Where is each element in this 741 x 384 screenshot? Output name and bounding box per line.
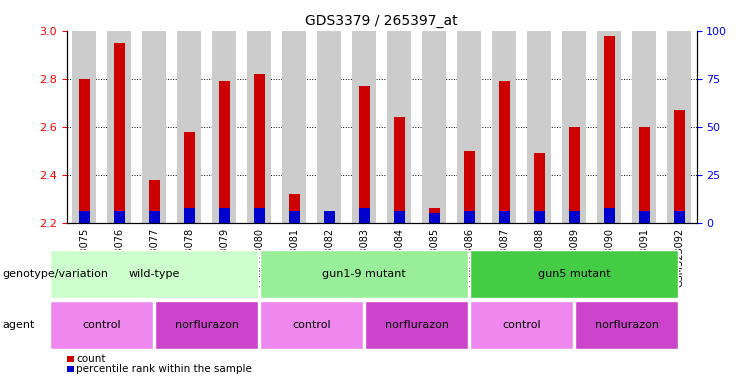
- Bar: [393, 211, 405, 223]
- Bar: [324, 218, 335, 223]
- Bar: [639, 127, 650, 223]
- Bar: [457, 31, 482, 223]
- Bar: [604, 36, 614, 223]
- Bar: [527, 31, 551, 223]
- Bar: [632, 31, 657, 223]
- Bar: [499, 81, 510, 223]
- Bar: [534, 153, 545, 223]
- Title: GDS3379 / 265397_at: GDS3379 / 265397_at: [305, 14, 458, 28]
- Bar: [79, 211, 90, 223]
- Bar: [219, 209, 230, 223]
- Text: genotype/variation: genotype/variation: [2, 268, 108, 279]
- Bar: [464, 211, 474, 223]
- Bar: [149, 180, 159, 223]
- Bar: [184, 209, 195, 223]
- Bar: [492, 31, 516, 223]
- Bar: [597, 31, 621, 223]
- Text: percentile rank within the sample: percentile rank within the sample: [76, 364, 252, 374]
- Bar: [534, 211, 545, 223]
- Bar: [219, 81, 230, 223]
- Text: wild-type: wild-type: [128, 268, 180, 279]
- Bar: [253, 209, 265, 223]
- Bar: [568, 127, 579, 223]
- Bar: [317, 31, 342, 223]
- Bar: [113, 211, 124, 223]
- Text: norflurazon: norflurazon: [385, 320, 448, 331]
- Bar: [107, 31, 131, 223]
- Bar: [289, 211, 299, 223]
- Bar: [247, 31, 271, 223]
- Text: gun5 mutant: gun5 mutant: [538, 268, 611, 279]
- Bar: [499, 211, 510, 223]
- Bar: [428, 209, 439, 223]
- Text: count: count: [76, 354, 106, 364]
- Bar: [387, 31, 411, 223]
- Bar: [142, 31, 167, 223]
- Bar: [422, 31, 446, 223]
- Bar: [113, 43, 124, 223]
- Bar: [428, 213, 439, 223]
- Bar: [393, 117, 405, 223]
- Bar: [639, 211, 650, 223]
- Bar: [184, 132, 195, 223]
- Bar: [79, 79, 90, 223]
- Bar: [72, 31, 96, 223]
- Text: control: control: [292, 320, 331, 331]
- Bar: [282, 31, 306, 223]
- Bar: [674, 110, 685, 223]
- Bar: [324, 211, 335, 223]
- Text: norflurazon: norflurazon: [594, 320, 659, 331]
- Bar: [212, 31, 236, 223]
- Bar: [674, 211, 685, 223]
- Text: agent: agent: [2, 320, 35, 331]
- Text: norflurazon: norflurazon: [175, 320, 239, 331]
- Bar: [359, 86, 370, 223]
- Bar: [253, 74, 265, 223]
- Text: gun1-9 mutant: gun1-9 mutant: [322, 268, 406, 279]
- Text: control: control: [82, 320, 121, 331]
- Bar: [177, 31, 202, 223]
- Bar: [352, 31, 376, 223]
- Bar: [149, 211, 159, 223]
- Bar: [667, 31, 691, 223]
- Bar: [568, 211, 579, 223]
- Bar: [464, 151, 474, 223]
- Bar: [359, 209, 370, 223]
- Text: control: control: [502, 320, 541, 331]
- Bar: [562, 31, 586, 223]
- Bar: [289, 194, 299, 223]
- Bar: [604, 209, 614, 223]
